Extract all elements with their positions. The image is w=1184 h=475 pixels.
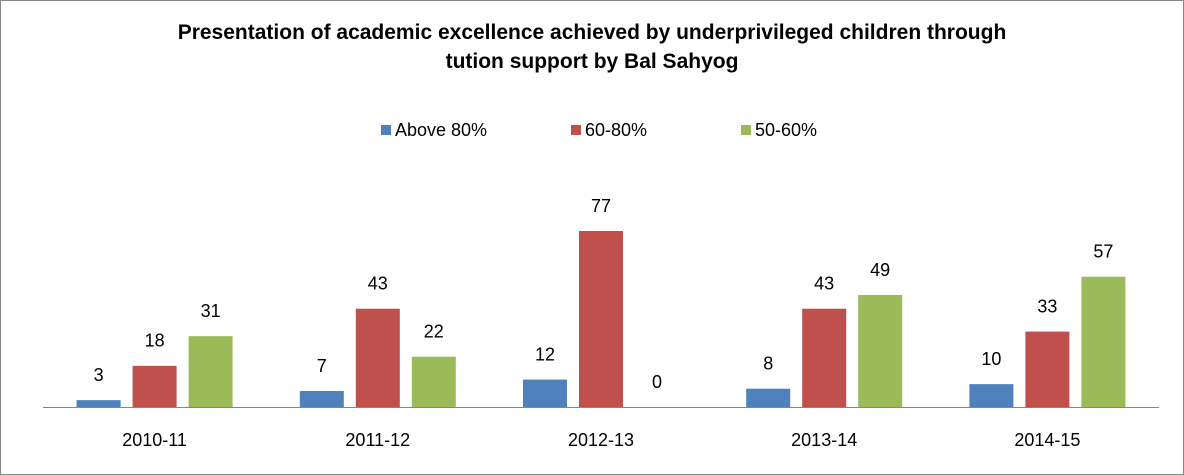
- bar: [802, 308, 847, 407]
- bar: [355, 308, 400, 407]
- chart-title: Presentation of academic excellence achi…: [177, 21, 1007, 73]
- data-label: 0: [652, 372, 662, 392]
- legend-swatch: [381, 125, 391, 135]
- data-label: 7: [317, 356, 327, 376]
- bar: [76, 400, 121, 407]
- data-label: 22: [424, 321, 444, 341]
- data-label: 43: [368, 273, 388, 293]
- data-label: 77: [591, 196, 611, 216]
- data-label: 43: [814, 273, 834, 293]
- bar: [132, 365, 177, 407]
- data-label: 31: [201, 301, 221, 321]
- data-label: 49: [870, 260, 890, 280]
- bar: [1025, 331, 1070, 407]
- bar: [1081, 276, 1126, 407]
- legend-label: 50-60%: [755, 120, 817, 140]
- x-tick-label: 2012-13: [568, 430, 634, 450]
- x-tick-label: 2013-14: [791, 430, 857, 450]
- data-label: 10: [981, 349, 1001, 369]
- bar: [746, 388, 791, 407]
- data-label: 57: [1093, 241, 1113, 261]
- bar: [299, 391, 344, 407]
- bar: [579, 231, 623, 407]
- legend-swatch: [571, 125, 581, 135]
- legend-label: 60-80%: [585, 120, 647, 140]
- data-label: 8: [763, 353, 773, 373]
- bar: [411, 356, 456, 407]
- bar: [969, 384, 1014, 407]
- x-tick-label: 2011-12: [345, 430, 410, 450]
- bar: [523, 379, 567, 407]
- x-tick-label: 2014-15: [1014, 430, 1080, 450]
- legend-swatch: [741, 125, 751, 135]
- data-label: 12: [535, 344, 555, 364]
- bar: [858, 295, 903, 407]
- bar: [188, 336, 233, 407]
- x-tick-label: 2010-11: [122, 430, 187, 450]
- data-label: 33: [1037, 296, 1057, 316]
- legend-label: Above 80%: [395, 120, 487, 140]
- data-label: 3: [94, 365, 104, 385]
- data-label: 18: [145, 331, 165, 351]
